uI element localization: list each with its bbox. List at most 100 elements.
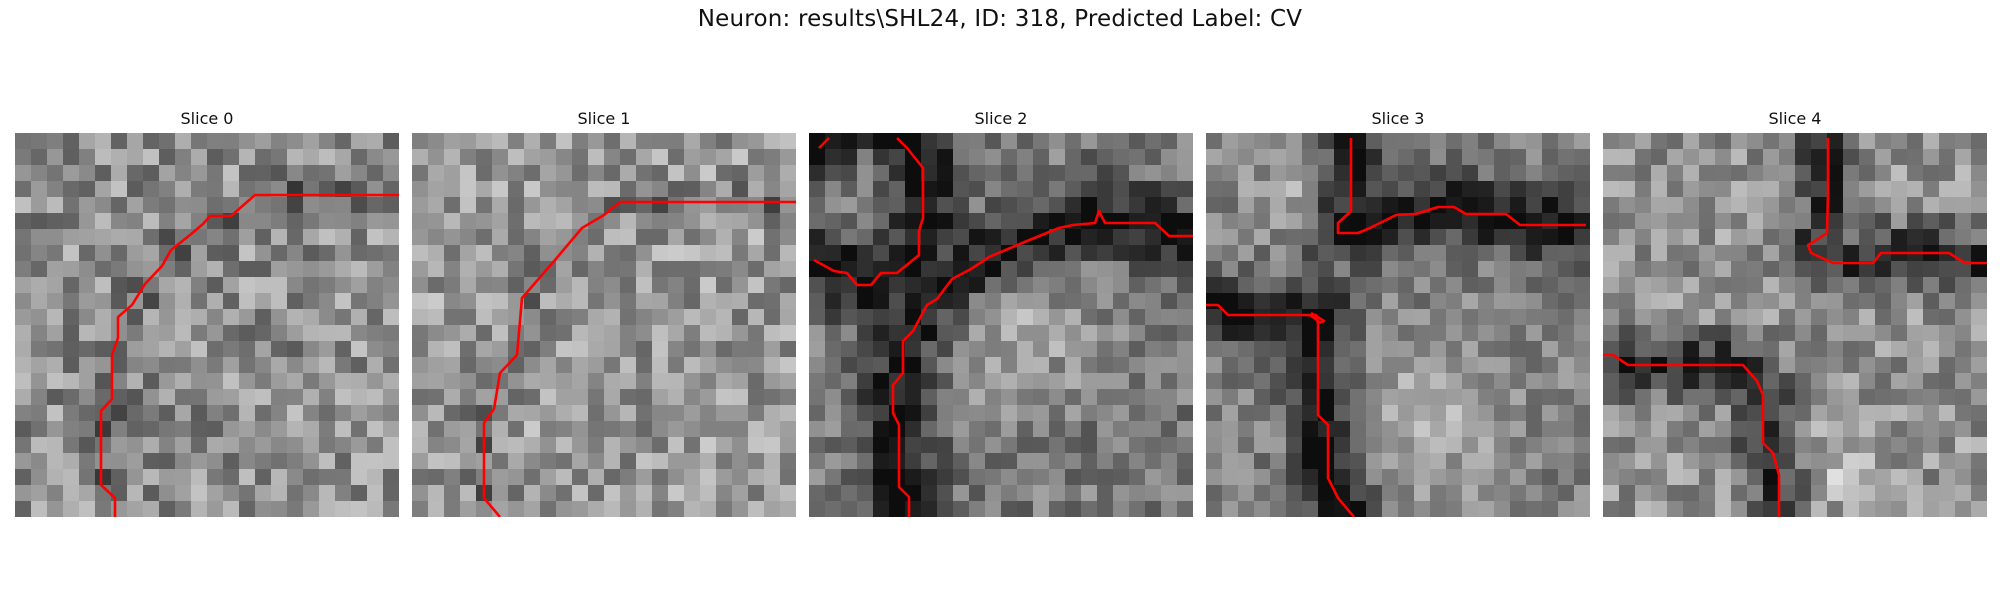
image-pixel (319, 389, 336, 406)
image-pixel (905, 309, 922, 326)
image-pixel (780, 485, 796, 502)
image-pixel (1129, 149, 1146, 166)
image-pixel (1350, 453, 1367, 470)
image-pixel (1161, 437, 1178, 454)
image-pixel (1875, 421, 1892, 438)
image-pixel (1635, 149, 1652, 166)
image-pixel (111, 421, 128, 438)
image-pixel (588, 165, 605, 182)
image-pixel (175, 389, 192, 406)
image-pixel (111, 197, 128, 214)
image-pixel (1254, 485, 1271, 502)
image-pixel (1923, 341, 1940, 358)
image-pixel (1955, 437, 1972, 454)
image-pixel (540, 453, 557, 470)
image-pixel (111, 469, 128, 486)
image-pixel (79, 405, 96, 422)
image-pixel (1081, 133, 1098, 150)
image-pixel (1113, 453, 1130, 470)
image-pixel (1049, 261, 1066, 278)
image-pixel (319, 277, 336, 294)
image-pixel (79, 437, 96, 454)
image-pixel (1081, 181, 1098, 198)
image-pixel (79, 309, 96, 326)
image-pixel (556, 437, 573, 454)
image-pixel (1129, 197, 1146, 214)
image-pixel (383, 421, 399, 438)
image-pixel (444, 485, 461, 502)
image-pixel (1731, 485, 1748, 502)
image-pixel (716, 277, 733, 294)
image-pixel (319, 133, 336, 150)
image-pixel (1414, 133, 1431, 150)
image-pixel (1382, 245, 1399, 262)
image-pixel (143, 197, 160, 214)
image-pixel (524, 325, 541, 342)
image-pixel (572, 501, 589, 517)
image-pixel (1526, 405, 1543, 422)
image-pixel (31, 357, 48, 374)
image-pixel (383, 453, 399, 470)
image-pixel (1017, 501, 1034, 517)
image-pixel (1049, 213, 1066, 230)
image-pixel (1683, 165, 1700, 182)
image-pixel (1683, 469, 1700, 486)
image-pixel (1574, 485, 1590, 502)
image-pixel (809, 293, 826, 310)
image-pixel (383, 373, 399, 390)
image-pixel (1875, 341, 1892, 358)
image-pixel (15, 341, 32, 358)
image-pixel (1081, 405, 1098, 422)
image-pixel (383, 133, 399, 150)
image-pixel (1811, 261, 1828, 278)
image-pixel (540, 229, 557, 246)
image-pixel (889, 165, 906, 182)
image-pixel (1619, 485, 1636, 502)
image-pixel (79, 325, 96, 342)
image-pixel (47, 149, 64, 166)
image-pixel (1113, 309, 1130, 326)
image-pixel (127, 133, 144, 150)
image-pixel (1366, 469, 1383, 486)
image-pixel (540, 325, 557, 342)
image-pixel (1222, 229, 1239, 246)
image-pixel (303, 229, 320, 246)
image-pixel (287, 469, 304, 486)
image-pixel (1238, 133, 1255, 150)
image-pixel (1558, 197, 1575, 214)
image-pixel (319, 373, 336, 390)
image-pixel (1254, 197, 1271, 214)
image-pixel (937, 341, 954, 358)
image-pixel (351, 437, 368, 454)
image-pixel (1382, 357, 1399, 374)
image-pixel (1891, 453, 1908, 470)
image-pixel (825, 501, 842, 517)
image-pixel (937, 149, 954, 166)
image-pixel (921, 501, 938, 517)
image-pixel (1222, 485, 1239, 502)
image-pixel (604, 293, 621, 310)
image-pixel (15, 453, 32, 470)
image-pixel (748, 181, 765, 198)
image-pixel (1302, 197, 1319, 214)
image-pixel (524, 197, 541, 214)
image-pixel (1510, 389, 1527, 406)
image-pixel (764, 421, 781, 438)
image-pixel (1651, 389, 1668, 406)
image-pixel (1795, 421, 1812, 438)
image-pixel (572, 181, 589, 198)
image-pixel (1350, 325, 1367, 342)
image-pixel (159, 501, 176, 517)
image-pixel (1334, 133, 1351, 150)
image-pixel (905, 373, 922, 390)
image-pixel (1955, 165, 1972, 182)
image-pixel (1177, 485, 1193, 502)
image-pixel (732, 357, 749, 374)
image-pixel (207, 277, 224, 294)
image-pixel (143, 245, 160, 262)
image-pixel (1811, 453, 1828, 470)
image-pixel (1971, 373, 1987, 390)
image-pixel (652, 213, 669, 230)
image-pixel (1222, 149, 1239, 166)
image-pixel (1510, 309, 1527, 326)
